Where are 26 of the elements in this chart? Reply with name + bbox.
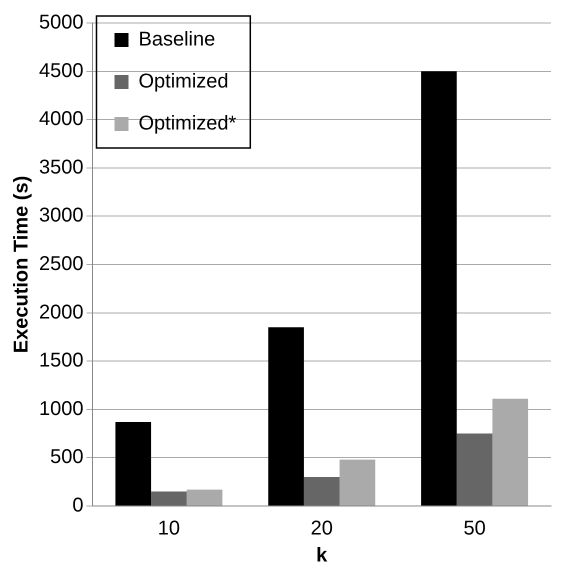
- legend-label: Optimized: [138, 70, 229, 93]
- legend-label: Baseline: [138, 28, 216, 51]
- bar: [304, 477, 340, 506]
- y-tick-label: 2500: [38, 253, 84, 276]
- bar: [421, 71, 457, 506]
- bar: [456, 434, 492, 506]
- x-tick-label: 50: [463, 518, 486, 540]
- y-tick-label: 3500: [38, 156, 84, 178]
- x-tick-label: 10: [158, 518, 180, 540]
- y-tick-label: 5000: [38, 12, 84, 34]
- x-axis-title: k: [316, 544, 328, 567]
- bar: [151, 492, 187, 506]
- x-tick-label: 20: [310, 518, 333, 540]
- y-tick-label: 3000: [38, 204, 84, 227]
- y-axis-title: Execution Time (s): [10, 176, 33, 354]
- y-tick-label: 500: [50, 446, 84, 468]
- bar: [186, 490, 222, 506]
- y-tick-label: 2000: [38, 301, 84, 324]
- y-tick-label: 4000: [38, 108, 84, 130]
- y-tick-label: 0: [72, 494, 84, 517]
- y-tick-label: 4500: [38, 60, 84, 82]
- bar: [268, 327, 304, 506]
- y-tick-label: 1000: [38, 398, 84, 420]
- bar: [115, 422, 152, 506]
- legend-label: Optimized*: [138, 112, 237, 135]
- y-tick-label: 1500: [38, 350, 84, 372]
